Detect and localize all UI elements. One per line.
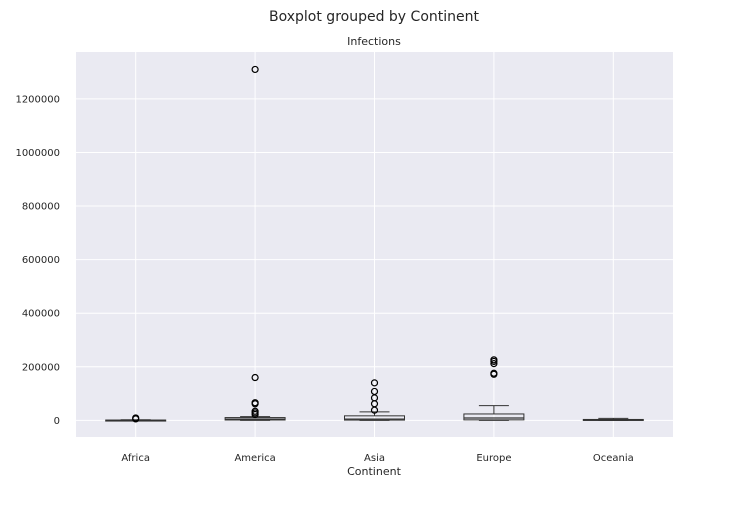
outlier-point — [490, 359, 498, 368]
y-tick-label: 200000 — [22, 362, 60, 373]
x-tick-label: Asia — [364, 453, 385, 464]
box-africa — [105, 414, 167, 423]
x-tick-label: America — [234, 453, 275, 464]
outlier-point — [490, 356, 498, 364]
box-europe — [463, 356, 525, 421]
iqr-box — [463, 413, 525, 421]
outlier-point — [370, 379, 379, 387]
outlier-point — [370, 387, 379, 396]
y-tick-label: 1000000 — [15, 148, 60, 159]
box-america — [224, 65, 286, 421]
axes-title: Infections — [347, 35, 401, 48]
outlier-point — [251, 407, 259, 415]
y-tick-label: 0 — [54, 416, 60, 427]
iqr-box — [344, 415, 405, 421]
outlier-point — [490, 369, 498, 377]
outlier-point — [251, 373, 259, 382]
x-tick-label: Oceania — [593, 453, 634, 464]
outlier-point — [251, 399, 259, 407]
outlier-point — [251, 65, 259, 74]
outlier-point — [132, 414, 140, 422]
x-tick-label: Africa — [121, 453, 150, 464]
y-tick-label: 800000 — [22, 202, 60, 213]
x-tick-label: Europe — [476, 453, 511, 464]
box-oceania — [582, 417, 644, 421]
y-tick-labels: 0 200000 400000 600000 800000 1000000 1200000 — [15, 94, 60, 427]
x-axis-label: Continent — [347, 465, 401, 478]
y-tick-label: 600000 — [22, 255, 60, 266]
grid-layer — [76, 52, 673, 437]
y-tick-label: 1200000 — [15, 94, 60, 105]
box-layer — [105, 65, 644, 423]
y-tick-label: 400000 — [22, 309, 60, 320]
box-asia — [344, 379, 405, 421]
x-tick-labels: Africa America Asia Europe Oceania — [121, 453, 633, 464]
figure-title: Boxplot grouped by Continent — [269, 9, 479, 25]
